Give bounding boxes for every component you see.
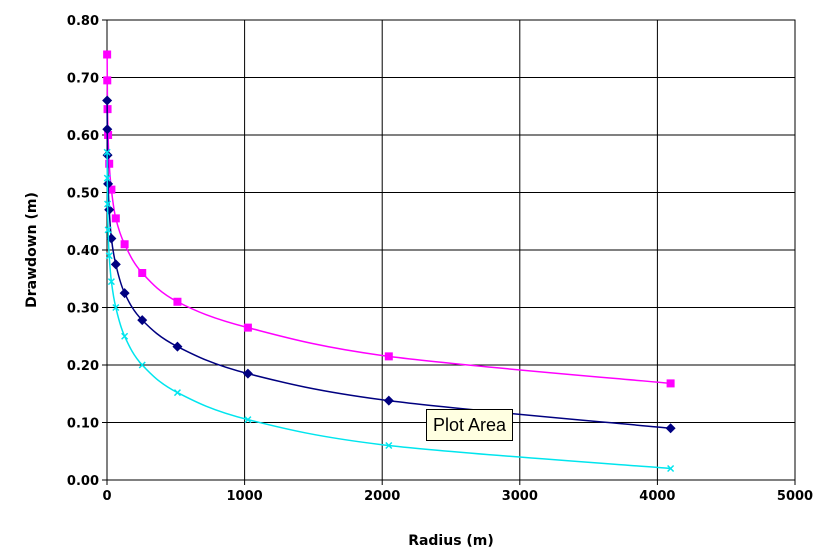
series-line: [106, 152, 671, 470]
y-tick-label: 0.20: [67, 359, 99, 374]
x-tick-label: 0: [102, 489, 111, 504]
data-point-x: [112, 303, 120, 312]
data-point-diamond: [110, 259, 121, 270]
data-point-x: [103, 174, 111, 182]
data-point-x: [667, 464, 675, 473]
y-tick-label: 0.10: [67, 417, 99, 432]
data-point-diamond: [137, 315, 148, 326]
data-point-diamond: [102, 95, 113, 106]
data-point-x: [173, 389, 181, 397]
x-tick-label: 1000: [227, 489, 263, 504]
data-point-square: [105, 159, 114, 168]
data-point-x: [104, 226, 112, 234]
x-tick-label: 2000: [364, 489, 400, 504]
data-point-square: [173, 297, 182, 306]
data-point-diamond: [172, 341, 183, 352]
x-tick-label: 5000: [777, 489, 813, 504]
y-tick-label: 0.50: [67, 187, 99, 202]
y-tick-label: 0.30: [67, 302, 99, 317]
data-point-square: [243, 323, 252, 332]
y-tick-label: 0.00: [67, 474, 99, 489]
data-point-diamond: [242, 368, 253, 379]
plot-area-tooltip: Plot Area: [426, 409, 514, 441]
data-point-square: [104, 131, 113, 139]
grid-lines: [107, 20, 795, 480]
data-point-x: [104, 200, 112, 208]
data-point-square: [107, 185, 116, 194]
data-point-square: [666, 379, 675, 388]
data-point-x: [385, 441, 393, 450]
data-point-diamond: [383, 395, 394, 406]
data-point-square: [138, 269, 147, 277]
data-point-x: [103, 148, 111, 156]
data-point-x: [244, 416, 252, 424]
data-point-diamond: [119, 288, 130, 299]
data-point-x: [121, 332, 129, 340]
y-tick-label: 0.40: [67, 244, 99, 259]
data-point-x: [107, 278, 115, 286]
y-tick-label: 0.70: [67, 72, 99, 87]
data-point-square: [384, 352, 393, 361]
data-point-square: [120, 240, 129, 249]
data-point-diamond: [104, 204, 115, 215]
data-point-diamond: [102, 124, 113, 135]
y-tick-label: 0.60: [67, 129, 99, 144]
x-tick-label: 4000: [639, 489, 675, 504]
data-point-square: [103, 50, 112, 59]
tooltip-text: Plot Area: [433, 415, 507, 435]
data-point-square: [111, 214, 120, 223]
data-point-diamond: [103, 178, 114, 189]
data-point-square: [103, 76, 112, 85]
x-tick-label: 3000: [502, 489, 538, 504]
tick-labels: 0.00 0.10 0.20 0.30 0.40 0.50 0.60 0.70 0.80 0 100…: [67, 14, 813, 504]
x-axis-title: Radius (m): [408, 533, 494, 549]
y-tick-label: 0.80: [67, 14, 99, 29]
data-point-x: [138, 361, 146, 369]
data-point-x: [105, 252, 113, 260]
y-axis-title: Drawdown (m): [24, 192, 40, 308]
data-series: [102, 50, 676, 473]
data-point-diamond: [665, 423, 676, 434]
